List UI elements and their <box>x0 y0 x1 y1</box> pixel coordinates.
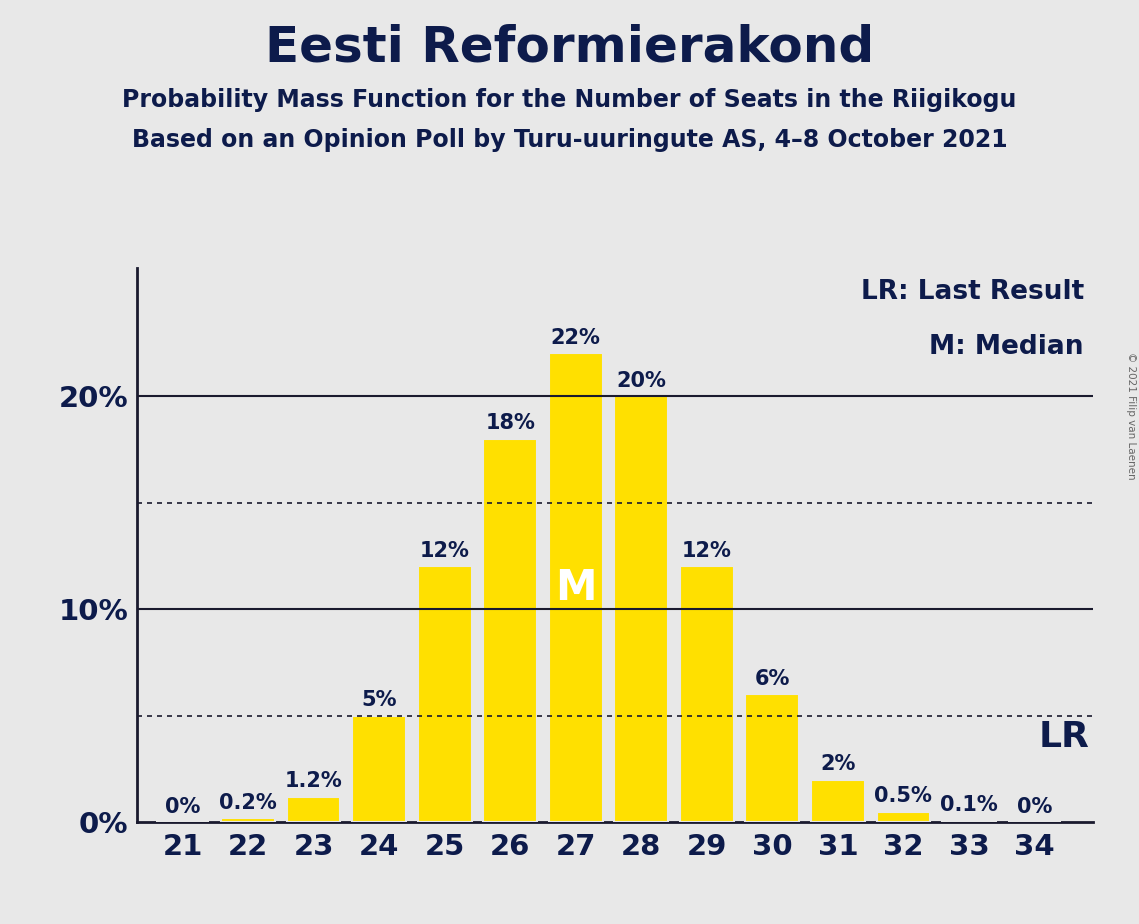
Bar <box>352 716 405 822</box>
Text: 18%: 18% <box>485 413 535 433</box>
Bar <box>877 811 931 822</box>
Bar <box>680 566 734 822</box>
Text: LR: LR <box>1039 720 1089 754</box>
Text: 0%: 0% <box>165 797 200 817</box>
Bar <box>418 566 472 822</box>
Text: 12%: 12% <box>682 541 731 561</box>
Bar <box>549 353 603 822</box>
Text: M: Median: M: Median <box>929 334 1084 360</box>
Text: 6%: 6% <box>755 669 790 689</box>
Text: 1.2%: 1.2% <box>285 772 343 792</box>
Text: 12%: 12% <box>420 541 469 561</box>
Text: 0%: 0% <box>1017 797 1052 817</box>
Text: Based on an Opinion Poll by Turu-uuringute AS, 4–8 October 2021: Based on an Opinion Poll by Turu-uuringu… <box>132 128 1007 152</box>
Text: 22%: 22% <box>551 328 600 348</box>
Bar <box>287 796 341 822</box>
Text: 0.5%: 0.5% <box>875 786 933 807</box>
Text: 2%: 2% <box>820 754 855 774</box>
Text: 0.2%: 0.2% <box>219 793 277 813</box>
Text: © 2021 Filip van Laenen: © 2021 Filip van Laenen <box>1125 352 1136 480</box>
Text: Probability Mass Function for the Number of Seats in the Riigikogu: Probability Mass Function for the Number… <box>122 88 1017 112</box>
Bar <box>745 695 800 822</box>
Bar <box>942 821 995 822</box>
Bar <box>811 780 865 822</box>
Bar <box>221 818 274 822</box>
Text: LR: Last Result: LR: Last Result <box>861 279 1084 305</box>
Text: 20%: 20% <box>616 371 666 391</box>
Bar <box>483 439 538 822</box>
Text: Eesti Reformierakond: Eesti Reformierakond <box>265 23 874 71</box>
Bar <box>614 395 669 822</box>
Text: 0.1%: 0.1% <box>940 795 998 815</box>
Text: M: M <box>555 566 597 609</box>
Text: 5%: 5% <box>361 690 396 711</box>
